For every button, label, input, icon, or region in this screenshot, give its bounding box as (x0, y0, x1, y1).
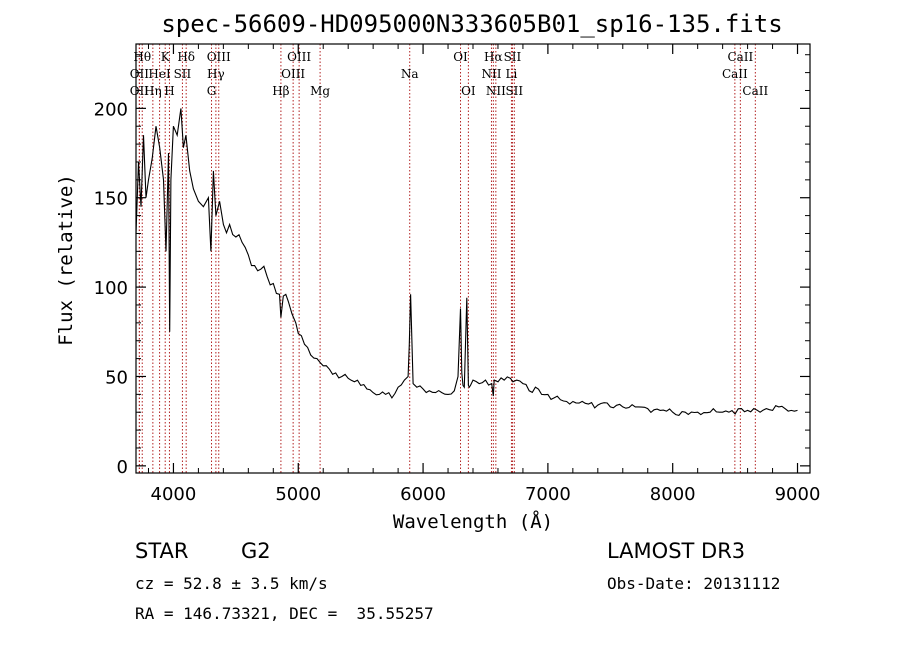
plot-frame (135, 43, 811, 474)
marker-label: CaII (742, 84, 768, 98)
marker-label: H (164, 84, 174, 98)
x-tick-label: 9000 (775, 484, 821, 505)
marker-label: Na (401, 67, 419, 81)
marker-label: SII (504, 50, 522, 64)
coordinates-text: RA = 146.73321, DEC = 35.55257 (135, 604, 434, 623)
marker-label: CaII (727, 50, 753, 64)
marker-label: SII (174, 67, 192, 81)
marker-label: OII (130, 84, 150, 98)
marker-label: CaII (722, 67, 748, 81)
y-axis-ticks: 0 50 100 150 200 (94, 54, 810, 478)
marker-label: OI (461, 84, 476, 98)
marker-label: Hα (484, 50, 503, 64)
spectrum-line (135, 108, 798, 417)
obs-date-text: Obs-Date: 20131112 (607, 574, 781, 593)
chart-title: spec-56609-HD095000N333605B01_sp16-135.f… (161, 10, 782, 38)
marker-label: NII (481, 67, 501, 81)
x-tick-label: 4000 (151, 484, 197, 505)
object-class: STAR (135, 539, 189, 563)
marker-label: SII (505, 84, 523, 98)
marker-label: Li (506, 67, 518, 81)
x-axis-ticks: 4000 5000 6000 7000 8000 9000 (147, 44, 821, 505)
marker-label: Hβ (272, 84, 289, 98)
x-tick-label: 8000 (650, 484, 696, 505)
marker-label: Hγ (207, 67, 225, 81)
x-tick-label: 6000 (400, 484, 446, 505)
marker-label: OIII (287, 50, 311, 64)
marker-label: HeI (148, 67, 171, 81)
marker-label: Hθ (133, 50, 151, 64)
y-tick-label: 200 (94, 99, 128, 120)
spectral-subclass: G2 (241, 539, 271, 563)
marker-label: Hη (144, 84, 162, 98)
x-tick-label: 7000 (525, 484, 571, 505)
y-tick-label: 150 (94, 189, 128, 210)
marker-label: OI (453, 50, 468, 64)
marker-label: OIII (281, 67, 305, 81)
marker-label: Mg (310, 84, 330, 98)
y-tick-label: 100 (94, 278, 128, 299)
x-axis-label: Wavelength (Å) (393, 510, 553, 533)
marker-label: K (161, 50, 171, 64)
survey-name: LAMOST DR3 (607, 539, 746, 563)
line-markers (138, 44, 756, 473)
marker-label: OIII (207, 50, 231, 64)
x-tick-label: 5000 (275, 484, 321, 505)
marker-label: Hδ (177, 50, 195, 64)
y-tick-label: 50 (105, 367, 128, 388)
marker-label: NII (486, 84, 506, 98)
marker-label: OII (130, 67, 150, 81)
y-tick-label: 0 (117, 457, 128, 478)
redshift-text: cz = 52.8 ± 3.5 km/s (135, 574, 328, 593)
marker-label: G (207, 84, 217, 98)
y-axis-label: Flux (relative) (55, 174, 77, 346)
